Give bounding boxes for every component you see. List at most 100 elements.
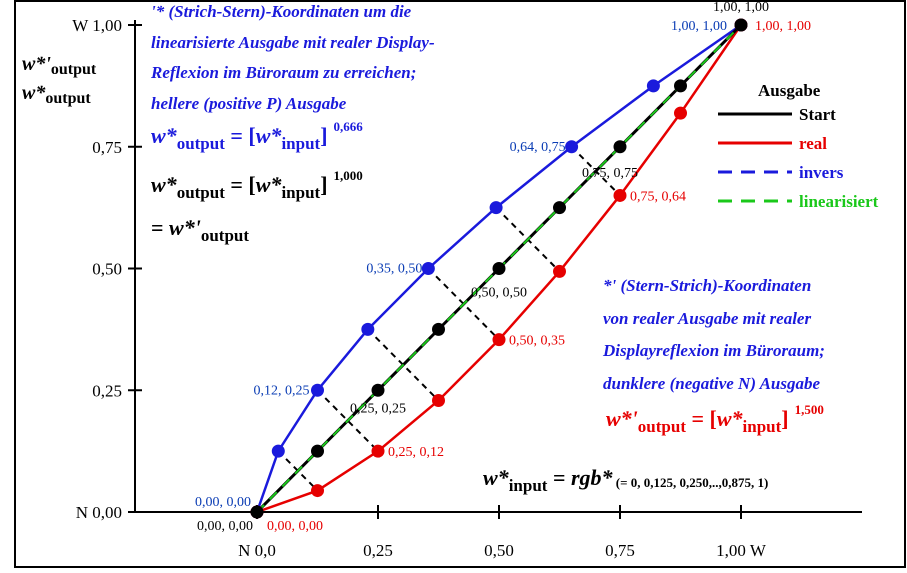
point-label-7: 0,50, 0,50 [471, 286, 527, 301]
annotation-right-line-4: dunklere (negative N) Ausgabe [603, 374, 821, 393]
formula-blue-eq: = [ [225, 123, 256, 148]
formula-black-close: ] [320, 172, 327, 197]
formula-black-exp: 1,000 [334, 168, 363, 183]
formula-black-lhs-sub: output [177, 183, 226, 202]
formula-input-eq: = [547, 465, 571, 490]
annotation-right: *' (Stern-Strich)-Koordinaten von realer… [602, 276, 825, 393]
formula-red: w*'output = [w*input] 1,500 [606, 402, 824, 436]
formula-red-rhs-sub: input [743, 417, 782, 436]
start-point-8 [734, 18, 748, 32]
real-point-3 [432, 393, 445, 407]
real-point-1 [311, 484, 324, 498]
x-tick-label-3: 0,75 [605, 541, 635, 560]
point-label-4: 0,25, 0,25 [350, 401, 406, 416]
real-point-6 [613, 188, 627, 202]
start-point-6 [613, 140, 627, 154]
series-layer [250, 18, 748, 519]
formula-blue-close: ] [320, 123, 327, 148]
annotation-top-line-4: hellere (positive P) Ausgabe [151, 94, 347, 113]
point-label-12: 1,00, 1,00 [671, 19, 727, 34]
point-label-9: 0,64, 0,75 [510, 140, 566, 155]
legend-label-3: linearisiert [799, 192, 879, 211]
formula-blue-rhs: w* [256, 123, 283, 148]
point-label-5: 0,25, 0,12 [388, 445, 444, 460]
point-labels-layer: 0,00, 0,00 0,00, 0,00 0,00, 0,00 0,12, 0,25… [195, 0, 811, 534]
formula-blue-rhs-sub: input [281, 134, 320, 153]
legend-label-1: real [799, 134, 827, 153]
formula-black2-sub: output [201, 226, 250, 245]
inverse-point-4 [421, 262, 435, 275]
start-point-3 [432, 322, 445, 336]
dashed-connector-3 [427, 267, 500, 341]
formula-red-close: ] [781, 406, 788, 431]
formula-red-rhs: w* [717, 406, 744, 431]
formula-black-rhs-sub: input [281, 183, 320, 202]
point-label-10: 0,75, 0,75 [582, 166, 638, 181]
formula-red-lhs-sub: output [638, 417, 687, 436]
x-tick-label-4: 1,00 W [716, 541, 767, 560]
point-label-13: 1,00, 1,00 [713, 0, 769, 15]
formula-red-exp: 1,500 [795, 402, 824, 417]
formula-blue-exp: 0,666 [334, 119, 364, 134]
start-point-7 [674, 79, 687, 93]
formula-blue-lhs-sub: output [177, 134, 226, 153]
formula-input: w*input = rgb* (= 0, 0,125, 0,250,..,0,8… [483, 465, 768, 495]
annotation-top-line-2: linearisierte Ausgabe mit realer Display… [151, 33, 435, 52]
start-point-0 [250, 505, 264, 519]
annotation-top: '* (Strich-Stern)-Koordinaten um die lin… [150, 2, 435, 113]
real-point-2 [371, 444, 385, 458]
formula-black2-lhs: w*' [169, 215, 201, 240]
ylabel-bottom: w*output [22, 82, 91, 107]
dashed-connector-1 [316, 389, 379, 452]
x-axis-ticks: N 0,0 0,25 0,50 0,75 1,00 W [238, 505, 767, 560]
y-tick-label-4: W 1,00 [72, 16, 122, 35]
y-tick-label-2: 0,50 [92, 260, 122, 279]
formula-input-rhs: rgb* [571, 465, 614, 490]
ylabel-top-main: w*' [22, 53, 51, 75]
legend-label-0: Start [799, 105, 836, 124]
formula-red-lhs: w*' [606, 406, 638, 431]
start-point-1 [311, 444, 324, 458]
y-axis-ticks: N 0,00 0,25 0,50 0,75 W 1,00 [72, 16, 142, 522]
formula-input-tail: (= 0, 0,125, 0,250,..,0,875, 1) [613, 475, 769, 490]
start-point-5 [553, 201, 566, 215]
annotation-top-line-3: Reflexion im Büroraum zu erreichen; [150, 63, 416, 82]
y-tick-label-1: 0,25 [92, 381, 122, 400]
legend-title: Ausgabe [758, 81, 821, 100]
inverse-point-6 [565, 140, 579, 154]
legend: Ausgabe Start real invers linearisiert [718, 81, 879, 211]
point-label-0: 0,00, 0,00 [195, 495, 251, 510]
inverse-point-1 [271, 444, 285, 458]
point-label-1: 0,00, 0,00 [197, 519, 253, 534]
formula-blue-lhs: w* [151, 123, 178, 148]
formula-black-lhs: w* [151, 172, 178, 197]
formula-blue: w*output = [w*input] 0,666 [151, 119, 363, 153]
point-label-2: 0,00, 0,00 [267, 519, 323, 534]
x-tick-label-2: 0,50 [484, 541, 514, 560]
point-label-3: 0,12, 0,25 [254, 383, 310, 398]
formula-black-rhs: w* [256, 172, 283, 197]
point-label-6: 0,35, 0,50 [366, 262, 422, 277]
dashed-connector-2 [367, 328, 440, 402]
y-tick-label-3: 0,75 [92, 138, 122, 157]
point-label-14: 1,00, 1,00 [755, 19, 811, 34]
legend-items: Start real invers linearisiert [718, 105, 879, 211]
inverse-point-2 [311, 383, 324, 397]
formula-black: w*output = [w*input] 1,000 [151, 168, 363, 202]
x-tick-label-0: N 0,0 [238, 541, 276, 560]
real-point-7 [674, 106, 687, 120]
chart-frame [14, 0, 906, 568]
annotation-top-line-1: '* (Strich-Stern)-Koordinaten um die [151, 2, 412, 21]
ylabel-top-sub: output [51, 61, 97, 78]
annotation-right-line-3: Displayreflexion im Büroraum; [602, 341, 825, 360]
formula-input-lhs-sub: input [509, 476, 548, 495]
y-tick-label-0: N 0,00 [76, 503, 122, 522]
formula-black-equivalence: = w*'output [151, 215, 249, 245]
inverse-point-7 [646, 79, 660, 93]
annotation-right-line-2: von realer Ausgabe mit realer [603, 309, 811, 328]
real-point-4 [492, 333, 506, 347]
annotation-right-line-1: *' (Stern-Strich)-Koordinaten [603, 276, 811, 295]
inverse-point-3 [361, 322, 375, 336]
